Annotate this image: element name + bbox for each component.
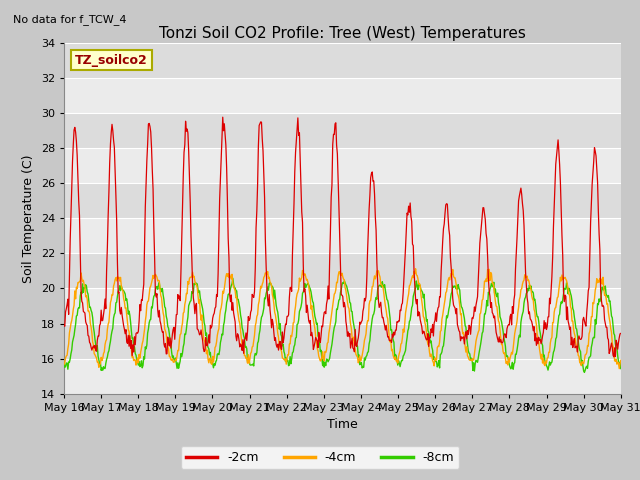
Text: TZ_soilco2: TZ_soilco2 (75, 54, 148, 67)
Bar (64, 148, 621, 183)
Text: No data for f_TCW_4: No data for f_TCW_4 (13, 14, 126, 25)
Bar (64, 78, 621, 113)
Bar (64, 359, 621, 394)
Y-axis label: Soil Temperature (C): Soil Temperature (C) (22, 154, 35, 283)
Bar (64, 218, 621, 253)
X-axis label: Time: Time (327, 418, 358, 431)
Bar (64, 288, 621, 324)
Title: Tonzi Soil CO2 Profile: Tree (West) Temperatures: Tonzi Soil CO2 Profile: Tree (West) Temp… (159, 25, 526, 41)
Legend: -2cm, -4cm, -8cm: -2cm, -4cm, -8cm (181, 446, 459, 469)
